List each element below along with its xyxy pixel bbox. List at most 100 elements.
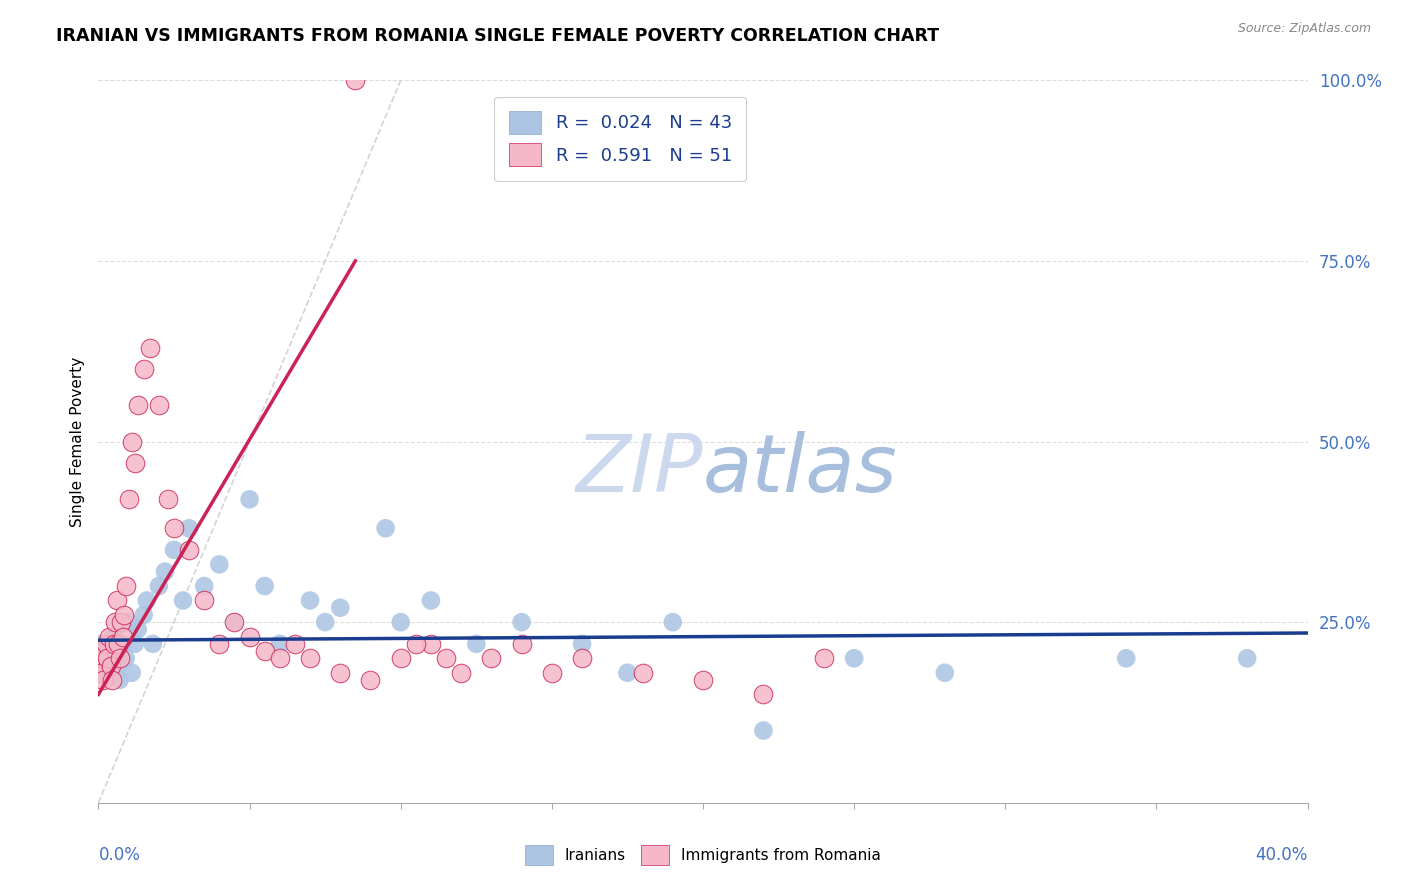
Point <box>661 615 683 630</box>
Point <box>360 673 382 687</box>
Point <box>132 362 155 376</box>
Point <box>329 665 352 680</box>
Point <box>752 723 775 738</box>
Point <box>813 651 835 665</box>
Point <box>179 542 201 557</box>
Point <box>91 673 114 687</box>
Point <box>94 637 117 651</box>
Point <box>450 665 472 680</box>
Point <box>156 492 179 507</box>
Point <box>239 492 262 507</box>
Point <box>107 637 129 651</box>
Point <box>179 521 201 535</box>
Point <box>100 644 122 658</box>
Point <box>571 637 593 651</box>
Point <box>692 673 714 687</box>
Point <box>239 630 262 644</box>
Point <box>344 73 367 87</box>
Point <box>934 665 956 680</box>
Point <box>465 637 488 651</box>
Point <box>118 492 141 507</box>
Point <box>481 651 503 665</box>
Point <box>89 651 111 665</box>
Point <box>93 651 115 665</box>
Point <box>208 637 231 651</box>
Point <box>299 593 322 607</box>
Point <box>124 456 146 470</box>
Text: Source: ZipAtlas.com: Source: ZipAtlas.com <box>1237 22 1371 36</box>
Point <box>284 637 307 651</box>
Point <box>127 398 149 412</box>
Point <box>389 651 412 665</box>
Point <box>124 637 146 651</box>
Point <box>96 651 118 665</box>
Text: 0.0%: 0.0% <box>98 847 141 864</box>
Point <box>163 542 186 557</box>
Point <box>510 615 533 630</box>
Point <box>103 630 125 644</box>
Point <box>314 615 336 630</box>
Point <box>420 637 443 651</box>
Point <box>193 593 215 607</box>
Point <box>374 521 396 535</box>
Point <box>148 579 170 593</box>
Text: IRANIAN VS IMMIGRANTS FROM ROMANIA SINGLE FEMALE POVERTY CORRELATION CHART: IRANIAN VS IMMIGRANTS FROM ROMANIA SINGL… <box>56 27 939 45</box>
Point <box>420 593 443 607</box>
Point <box>172 593 194 607</box>
Point <box>752 687 775 701</box>
Point <box>121 434 143 449</box>
Point <box>98 630 121 644</box>
Point <box>112 607 135 622</box>
Point <box>111 637 134 651</box>
Point <box>299 651 322 665</box>
Point <box>540 665 562 680</box>
Point <box>1115 651 1137 665</box>
Point <box>224 615 246 630</box>
Point <box>434 651 457 665</box>
Point <box>253 644 276 658</box>
Point <box>844 651 866 665</box>
Point <box>193 579 215 593</box>
Point <box>153 565 176 579</box>
Point <box>90 637 112 651</box>
Point <box>93 644 115 658</box>
Point <box>96 665 118 680</box>
Point <box>405 637 427 651</box>
Point <box>132 607 155 622</box>
Point <box>139 341 162 355</box>
Point <box>329 600 352 615</box>
Point <box>108 651 131 665</box>
Y-axis label: Single Female Poverty: Single Female Poverty <box>69 357 84 526</box>
Point <box>142 637 165 651</box>
Point <box>208 558 231 572</box>
Legend: R =  0.024   N = 43, R =  0.591   N = 51: R = 0.024 N = 43, R = 0.591 N = 51 <box>495 96 747 181</box>
Point <box>224 615 246 630</box>
Point <box>148 398 170 412</box>
Point <box>1236 651 1258 665</box>
Point <box>253 579 276 593</box>
Point <box>90 665 112 680</box>
Point <box>510 637 533 651</box>
Point <box>100 658 122 673</box>
Point <box>105 593 128 607</box>
Point <box>135 593 157 607</box>
Point <box>110 615 132 630</box>
Text: atlas: atlas <box>703 432 898 509</box>
Point <box>105 658 128 673</box>
Point <box>118 615 141 630</box>
Point <box>127 623 149 637</box>
Point <box>114 651 136 665</box>
Text: ZIP: ZIP <box>575 432 703 509</box>
Point <box>571 651 593 665</box>
Point <box>121 665 143 680</box>
Point <box>389 615 412 630</box>
Point <box>269 651 291 665</box>
Legend: Iranians, Immigrants from Romania: Iranians, Immigrants from Romania <box>519 839 887 871</box>
Point <box>114 579 136 593</box>
Point <box>616 665 638 680</box>
Point <box>269 637 291 651</box>
Point <box>163 521 186 535</box>
Point <box>108 673 131 687</box>
Point <box>101 673 124 687</box>
Point <box>103 637 125 651</box>
